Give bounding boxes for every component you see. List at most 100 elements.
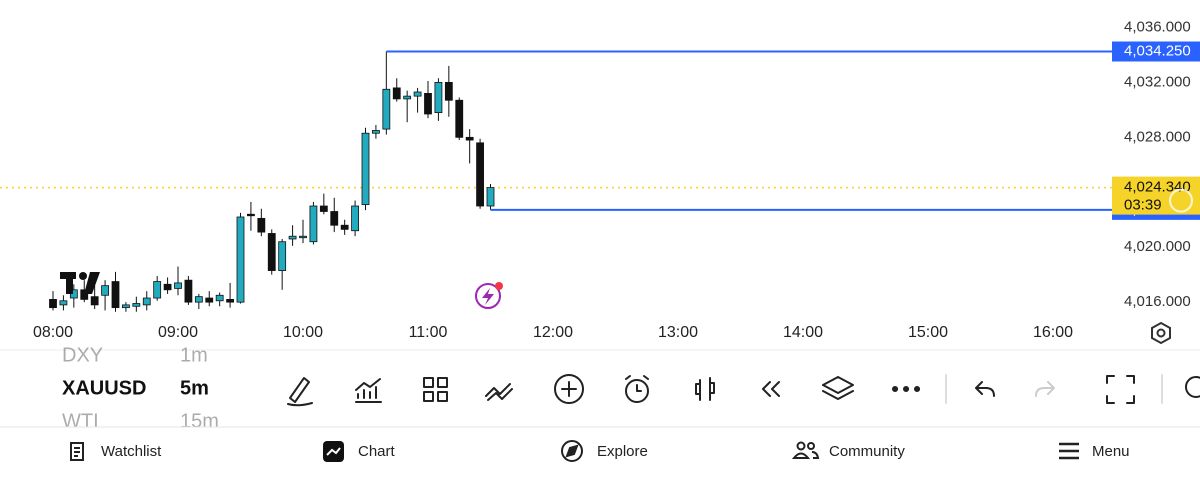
candle <box>278 238 287 290</box>
layers[interactable] <box>822 376 854 400</box>
candle-body <box>455 99 464 138</box>
candle-body <box>59 300 68 306</box>
candle <box>59 295 68 311</box>
x-tick-label: 12:00 <box>533 324 573 341</box>
nav-item[interactable]: Watchlist <box>101 443 162 460</box>
candle-body <box>247 213 255 217</box>
candle <box>122 302 130 312</box>
fullscreen[interactable] <box>1106 375 1135 404</box>
symbol-interval[interactable]: 15m <box>180 410 219 432</box>
candle-body <box>101 285 109 296</box>
candle <box>299 219 307 244</box>
layouts[interactable] <box>423 377 448 402</box>
candle-body <box>361 132 370 206</box>
draw-tool[interactable] <box>287 377 313 407</box>
y-tick-label: 4,016.000 <box>1124 293 1191 310</box>
last-price-box <box>1112 176 1200 215</box>
symbol-name[interactable]: WTI <box>62 410 99 432</box>
candle <box>486 184 495 210</box>
candle <box>142 291 151 311</box>
candle-body <box>444 82 453 101</box>
candle <box>465 129 474 164</box>
candle <box>455 97 464 141</box>
nav-item[interactable]: Explore <box>597 443 648 460</box>
last-price-label: 4,024.340 <box>1124 179 1191 196</box>
chart-type[interactable] <box>695 377 715 401</box>
candle-body <box>257 217 266 233</box>
candle-body <box>413 91 422 97</box>
replay[interactable] <box>762 381 780 397</box>
toolbar <box>287 374 1200 407</box>
countdown: 03:39 <box>1124 197 1162 214</box>
candle <box>309 201 318 245</box>
candle <box>247 201 255 231</box>
compare[interactable] <box>485 383 513 401</box>
nav-item[interactable]: Community <box>829 443 905 460</box>
candle <box>476 138 484 209</box>
candle <box>351 200 359 237</box>
candle-body <box>486 187 495 207</box>
candle <box>90 285 99 310</box>
candle <box>257 208 266 237</box>
y-tick-label: 4,032.000 <box>1124 73 1191 90</box>
plot-area <box>0 50 1112 312</box>
redo[interactable] <box>1035 381 1055 397</box>
symbol-switcher[interactable]: DXY 1m XAUUSD 5m WTI 15m <box>62 344 219 432</box>
alert-icon[interactable] <box>475 282 503 309</box>
candle-body <box>122 304 130 309</box>
settings-icon[interactable] <box>1151 321 1171 345</box>
candle-body <box>434 82 443 114</box>
nav-bar: Watchlist Chart Explore Community Menu <box>101 443 1130 460</box>
candle <box>184 276 193 305</box>
nav-item[interactable]: Menu <box>1092 443 1130 460</box>
x-tick-label: 13:00 <box>658 324 698 341</box>
indicators[interactable] <box>355 378 382 403</box>
candle-body <box>330 211 339 226</box>
symbol-interval[interactable]: 1m <box>180 344 208 366</box>
x-tick-label: 09:00 <box>158 324 198 341</box>
ideas[interactable] <box>1185 376 1200 398</box>
candle-body <box>132 303 141 307</box>
nav-icons <box>70 440 1079 462</box>
candle <box>80 280 89 303</box>
candle <box>340 219 349 235</box>
live-dot <box>1169 188 1193 213</box>
symbol-name[interactable]: XAUUSD <box>62 377 146 399</box>
candle-body <box>288 235 297 240</box>
symbol-name[interactable]: DXY <box>62 344 103 366</box>
candle-body <box>49 298 57 309</box>
alert[interactable] <box>625 379 649 403</box>
x-tick-label: 15:00 <box>908 324 948 341</box>
candle-body <box>142 297 151 306</box>
candle <box>288 225 297 246</box>
candle <box>174 266 182 296</box>
candle-body <box>351 205 359 232</box>
symbol-interval[interactable]: 5m <box>180 377 209 399</box>
candle <box>382 51 391 135</box>
candle-body <box>267 233 276 271</box>
candle-body <box>319 205 328 212</box>
candle <box>226 282 234 308</box>
candle <box>49 291 57 311</box>
candle <box>163 277 172 294</box>
y-tick-label: 4,020.000 <box>1124 238 1191 255</box>
candle-body <box>299 235 307 239</box>
candle <box>153 276 162 301</box>
candle <box>267 229 276 275</box>
candle-body <box>174 282 182 289</box>
candle <box>215 292 224 307</box>
candle-body <box>194 296 203 303</box>
y-tick-label: 4,036.000 <box>1124 18 1191 35</box>
candle <box>424 81 432 119</box>
undo[interactable] <box>975 381 995 397</box>
nav-item[interactable]: Chart <box>358 443 396 460</box>
x-tick-label: 11:00 <box>409 324 448 341</box>
candle <box>111 271 120 312</box>
candle <box>444 65 453 117</box>
add[interactable] <box>554 374 584 404</box>
candle-body <box>465 136 474 141</box>
candle-body <box>236 216 245 303</box>
candle-body <box>226 298 234 303</box>
